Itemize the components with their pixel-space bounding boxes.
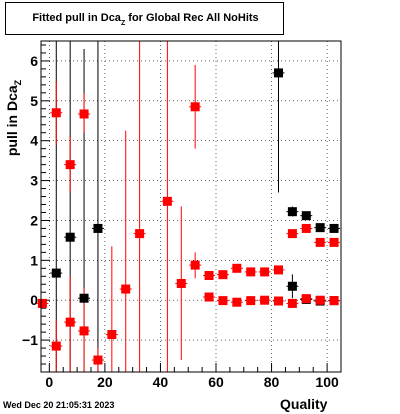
red-data-point	[301, 223, 311, 233]
data-markers	[37, 68, 339, 365]
red-data-point	[260, 267, 270, 277]
red-data-point	[121, 284, 131, 294]
black-data-point	[274, 68, 283, 78]
red-data-point	[218, 296, 228, 306]
chart-title-rest: for Global Rec All NoHits	[125, 12, 259, 24]
x-tick-label: 0	[45, 374, 53, 390]
red-data-point	[329, 296, 339, 306]
error-bars	[36, 41, 341, 372]
x-tick-label: 100	[315, 374, 339, 390]
red-data-point	[190, 260, 200, 270]
red-data-point	[204, 270, 214, 280]
black-data-point	[329, 223, 339, 233]
red-data-point	[274, 265, 283, 275]
red-data-point	[37, 298, 47, 308]
y-tick-label: 4	[30, 133, 38, 149]
y-tick-label: 1	[30, 252, 38, 268]
chart-title-box: Fitted pull in DcaZ for Global Rec All N…	[5, 2, 284, 35]
red-data-point	[107, 330, 117, 340]
x-axis-label: Quality	[280, 396, 328, 412]
black-data-point	[315, 223, 325, 233]
red-data-point	[232, 297, 242, 307]
red-data-point	[79, 326, 89, 336]
black-data-point	[301, 211, 311, 221]
grid	[41, 41, 341, 372]
chart-title-main: Fitted pull in Dca	[32, 12, 121, 24]
y-tick-label: −1	[22, 332, 38, 348]
red-data-point	[232, 263, 242, 273]
red-data-point	[315, 295, 325, 305]
x-tick-label: 40	[153, 374, 169, 390]
axes: 0 20 40 60 80 100 −1 0 1 2 3 4 5 6	[22, 44, 342, 390]
y-tick-label: 5	[30, 93, 38, 109]
red-data-point	[246, 296, 256, 306]
red-data-point	[65, 317, 75, 327]
red-data-point	[329, 237, 339, 247]
red-data-point	[301, 294, 311, 304]
red-data-point	[274, 296, 283, 306]
red-data-point	[204, 292, 214, 302]
red-data-point	[79, 109, 89, 119]
red-data-point	[65, 160, 75, 170]
red-data-point	[287, 229, 297, 239]
y-tick-label: 6	[30, 53, 38, 69]
red-data-point	[93, 355, 103, 365]
red-data-point	[176, 278, 186, 288]
black-data-point	[287, 207, 297, 217]
red-data-point	[287, 298, 297, 308]
chart-title: Fitted pull in DcaZ for Global Rec All N…	[6, 3, 285, 35]
black-data-point	[93, 223, 103, 233]
red-data-point	[190, 102, 200, 112]
y-axis-label-subscript: Z	[13, 79, 23, 86]
y-tick-label: 2	[30, 212, 38, 228]
x-tick-label: 80	[264, 374, 280, 390]
red-data-point	[246, 267, 256, 277]
x-tick-label: 60	[208, 374, 224, 390]
red-data-point	[51, 108, 61, 118]
y-tick-label: 3	[30, 173, 38, 189]
black-data-point	[79, 293, 89, 303]
red-data-point	[218, 270, 228, 280]
timestamp-footer: Wed Dec 20 21:05:31 2023	[3, 400, 115, 410]
black-data-point	[287, 281, 297, 291]
red-data-point	[135, 229, 145, 239]
y-axis-label: pull in DcaZ	[4, 79, 23, 157]
red-data-point	[162, 196, 172, 206]
x-tick-label: 20	[97, 374, 113, 390]
black-data-point	[51, 268, 61, 278]
y-tick-label: 0	[30, 292, 38, 308]
red-data-point	[315, 237, 325, 247]
red-data-point	[260, 295, 270, 305]
plot-frame	[40, 40, 342, 373]
chart-title-subscript: Z	[120, 20, 126, 27]
black-data-point	[65, 232, 75, 242]
red-data-point	[51, 341, 61, 351]
y-axis-label-main: pull in Dca	[4, 85, 20, 157]
